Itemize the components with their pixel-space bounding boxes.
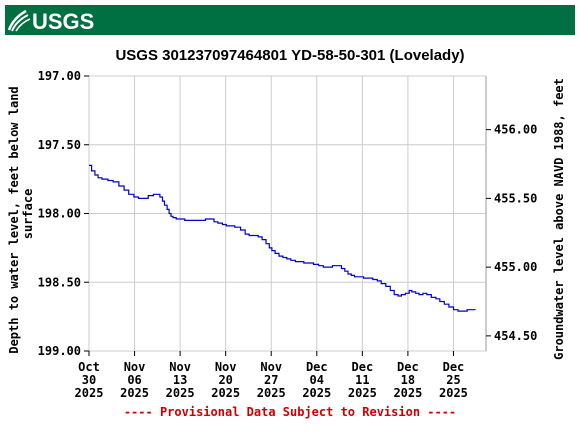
- x-tick-label: 18: [401, 373, 415, 387]
- right-axis-label: Groundwater level above NAVD 1988, feet: [552, 78, 566, 360]
- x-tick-label: Dec: [306, 360, 328, 374]
- x-tick-label: 2025: [348, 386, 377, 400]
- x-tick-label: 2025: [393, 386, 422, 400]
- x-tick-label: 30: [82, 373, 96, 387]
- x-tick-label: Nov: [215, 360, 237, 374]
- header-band: [5, 5, 575, 35]
- right-tick-label: 455.00: [494, 260, 537, 274]
- usgs-logo-text: USGS: [32, 9, 94, 34]
- left-tick-label: 198.50: [38, 275, 81, 289]
- series-line-0: [89, 164, 476, 312]
- left-tick-label: 197.50: [38, 138, 81, 152]
- x-tick-label: 2025: [302, 386, 331, 400]
- x-tick-label: 11: [355, 373, 369, 387]
- left-axis-label-line-2: surface: [21, 189, 35, 240]
- x-tick-label: 20: [218, 373, 232, 387]
- x-tick-label: 25: [446, 373, 460, 387]
- x-tick-label: 2025: [211, 386, 240, 400]
- x-tick-label: 2025: [257, 386, 286, 400]
- left-axis-label: Depth to water level, feet below land su…: [7, 86, 35, 353]
- right-tick-label: 455.50: [494, 191, 537, 205]
- left-axis-label-line-1: Depth to water level, feet below land: [7, 86, 21, 353]
- series-layer: [89, 164, 476, 312]
- x-tick-label: Dec: [397, 360, 419, 374]
- x-tick-label: 13: [173, 373, 187, 387]
- x-tick-label: 2025: [120, 386, 149, 400]
- x-tick-label: 2025: [166, 386, 195, 400]
- x-tick-label: 2025: [75, 386, 104, 400]
- x-tick-label: Nov: [124, 360, 146, 374]
- chart-title: USGS 301237097464801 YD-58-50-301 (Lovel…: [115, 47, 464, 64]
- right-tick-label: 456.00: [494, 123, 537, 137]
- usgs-logo: USGS: [7, 9, 94, 34]
- x-tick-label: 04: [310, 373, 324, 387]
- x-tick-label: Nov: [260, 360, 282, 374]
- x-tick-label: Oct: [78, 360, 100, 374]
- x-tick-label: 06: [127, 373, 141, 387]
- x-tick-label: 2025: [439, 386, 468, 400]
- x-axis: Oct302025Nov062025Nov132025Nov202025Nov2…: [75, 351, 468, 400]
- x-tick-label: 27: [264, 373, 278, 387]
- left-axis: 197.00 197.50 198.00 198.50 199.00: [38, 69, 89, 358]
- x-tick-label: Nov: [169, 360, 191, 374]
- right-axis: 456.00 455.50 455.00 454.50: [486, 123, 537, 343]
- usgs-logo-wave-icon: [7, 9, 31, 32]
- x-tick-label: Dec: [443, 360, 465, 374]
- left-tick-label: 199.00: [38, 344, 81, 358]
- x-tick-label: Dec: [352, 360, 374, 374]
- left-tick-label: 198.00: [38, 207, 81, 221]
- grid-layer: [88, 75, 486, 352]
- left-tick-label: 197.00: [38, 69, 81, 83]
- provisional-notice: ---- Provisional Data Subject to Revisio…: [124, 405, 456, 419]
- right-tick-label: 454.50: [494, 329, 537, 343]
